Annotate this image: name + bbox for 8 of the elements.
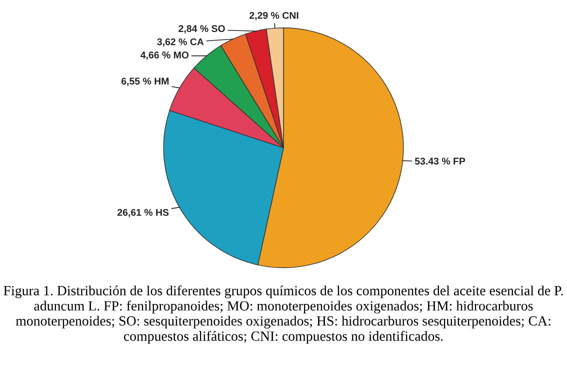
slice-label: 53.43 % FP [414, 158, 466, 165]
slice-label: 3,62 % CA [157, 38, 204, 47]
slice-label: 4,66 % MO [140, 52, 189, 60]
slice-label: 6,55 % HM [121, 78, 169, 86]
slice-label: 26,61 % HS [117, 208, 169, 218]
slice-label: 2,29 % CNI [250, 12, 298, 20]
text: Figura 1. Distribución de los diferentes grupos químicos de los componentes del aceite esencial de P. aduncum L. FP: fenilpropanoides; MO: monoterpenoides oxigenados; HM: hidrocarburos monoterpenoides; SO: sesquiterpenoides oxigenados; HS: hidrocarburos sesquiterpenoides; CA: compuestos alifáticos; CNI: compuestos no identificados. [4, 285, 563, 344]
slice-label: 2,84 % SO [178, 25, 225, 34]
